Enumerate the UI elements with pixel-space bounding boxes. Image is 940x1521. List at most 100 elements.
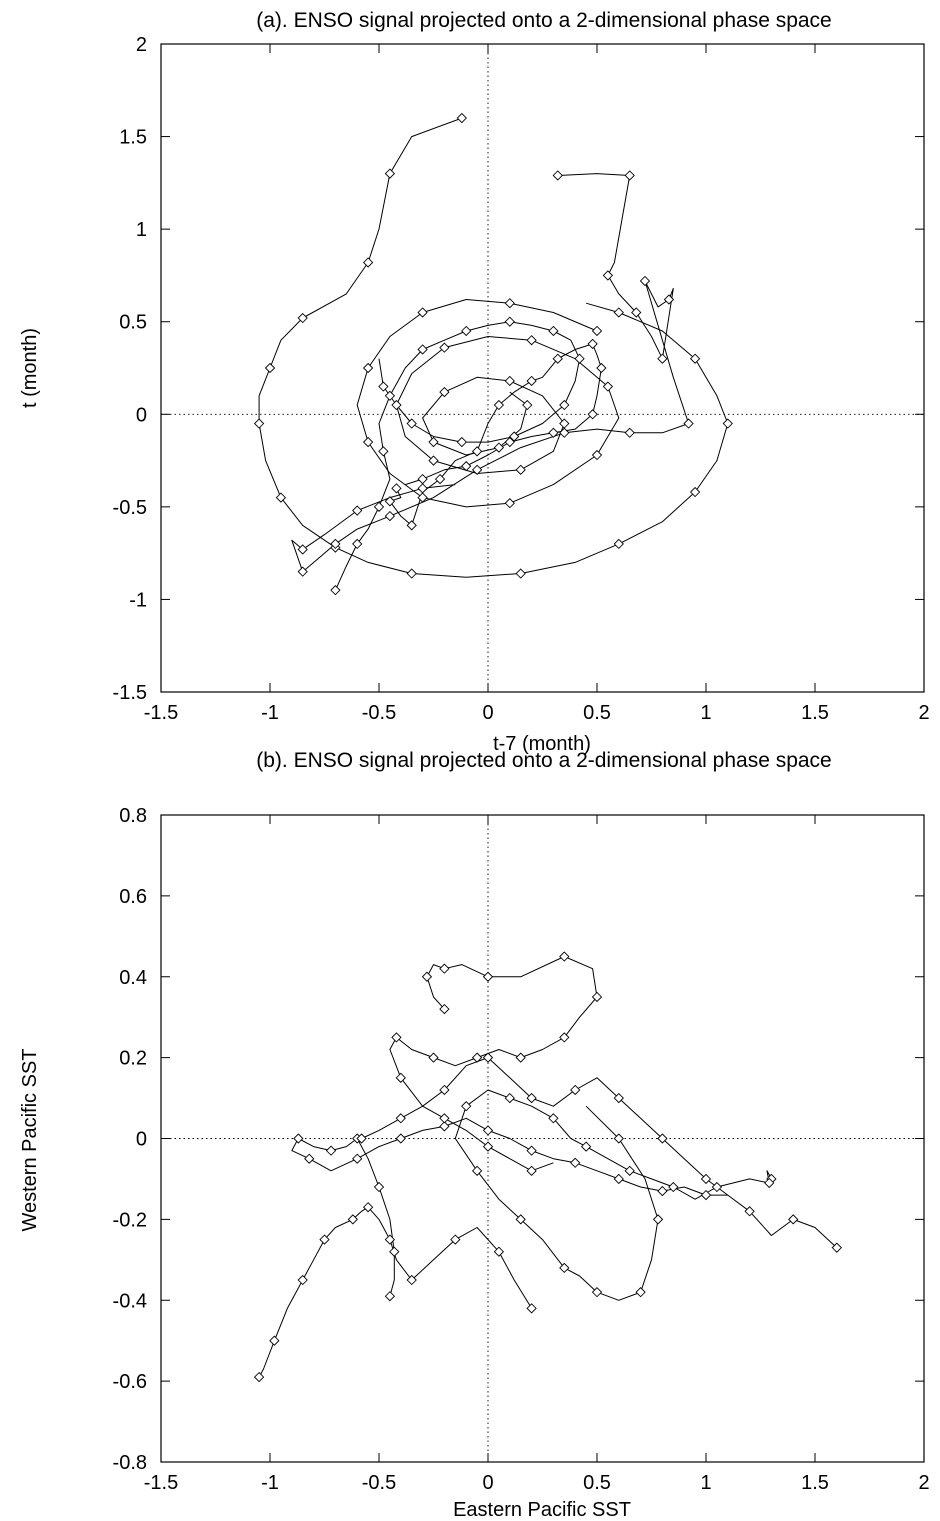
diamond-marker: [613, 307, 624, 318]
series-line-2: [356, 299, 620, 508]
y-tick-label: 1: [136, 219, 147, 241]
diamond-marker: [668, 1181, 679, 1193]
diamond-marker: [504, 498, 515, 509]
plot-frame: [160, 43, 925, 693]
diamond-marker: [391, 1032, 402, 1043]
diamond-marker: [330, 585, 341, 596]
diamond-marker: [362, 257, 374, 268]
diamond-marker: [552, 353, 563, 364]
diamond-marker: [570, 1084, 581, 1096]
zero-lines: [161, 815, 924, 1462]
series-line-1: [258, 1206, 533, 1378]
panel-a: (a). ENSO signal projected onto a 2-dime…: [19, 9, 930, 755]
diamond-marker: [406, 520, 417, 531]
diamond-marker: [482, 1125, 494, 1136]
diamond-marker: [482, 1141, 494, 1152]
diamond-marker: [439, 1121, 450, 1132]
diamond-marker: [352, 538, 363, 550]
diamond-marker: [406, 1274, 417, 1286]
diamond-marker: [330, 538, 341, 550]
diamond-marker: [471, 1052, 483, 1063]
x-tick-label: 2: [918, 1472, 929, 1494]
diamond-marker: [297, 1274, 308, 1286]
ticks: -1.5 -1 -0.5 0 0.5 1 1.5 2 -1.5 -1 -0.5 0 0.5 1 1.5 2: [113, 34, 930, 724]
x-tick-label: -1.5: [144, 1472, 178, 1494]
diamond-marker: [526, 1165, 537, 1176]
diamond-marker: [526, 1092, 537, 1104]
diamond-marker: [689, 486, 701, 498]
series-line-3: [389, 956, 598, 1172]
diamond-marker: [471, 446, 483, 457]
diamond-marker: [548, 427, 559, 438]
diamond-marker: [417, 483, 428, 494]
diamond-marker: [663, 294, 675, 305]
diamond-marker: [624, 427, 635, 438]
series-line-3: [291, 173, 690, 573]
x-tick-label: 1: [700, 702, 711, 724]
y-tick-label: 2: [136, 34, 147, 56]
diamond-marker: [373, 501, 385, 512]
chart-title: (b). ENSO signal projected onto a 2-dime…: [256, 749, 832, 772]
diamond-marker: [395, 1133, 406, 1144]
diamond-marker: [456, 112, 467, 124]
diamond-marker: [384, 168, 396, 179]
diamond-marker: [384, 496, 396, 507]
diamond-marker: [526, 1145, 537, 1156]
diamond-marker: [559, 1262, 570, 1274]
diamond-marker: [526, 375, 537, 387]
diamond-marker: [275, 492, 287, 503]
diamond-marker: [591, 991, 603, 1003]
x-tick-label: -0.5: [362, 1472, 396, 1494]
x-tick-label: 2: [918, 702, 929, 724]
x-tick-label: 1.5: [801, 1472, 829, 1494]
diamond-marker: [570, 1157, 581, 1168]
diamond-marker: [657, 1133, 668, 1144]
diamond-marker: [493, 399, 505, 411]
diamond-marker: [297, 312, 308, 324]
diamond-marker: [722, 418, 733, 429]
diamond-marker: [439, 1113, 450, 1124]
diamond-marker: [559, 951, 570, 962]
diamond-marker: [652, 1214, 664, 1225]
x-tick-label: 1.5: [801, 702, 829, 724]
diamond-marker: [493, 442, 505, 453]
y-tick-label: 0.6: [119, 886, 147, 908]
diamond-marker: [439, 1003, 450, 1015]
x-tick-label: 0.5: [583, 1472, 611, 1494]
y-tick-label: 1.5: [119, 127, 147, 149]
y-tick-label: 0.4: [119, 967, 147, 989]
x-tick-label: 0: [482, 702, 493, 724]
y-tick-label: -0.4: [113, 1290, 147, 1312]
x-tick-label: -1: [261, 702, 279, 724]
diamond-marker: [683, 418, 694, 429]
diamond-marker: [631, 307, 642, 318]
y-tick-label: -0.2: [113, 1209, 147, 1231]
diamond-marker: [504, 1092, 515, 1104]
diamond-marker: [624, 1165, 635, 1176]
diamond-marker: [417, 307, 428, 318]
diamond-marker: [552, 170, 563, 181]
diamond-marker: [362, 362, 374, 374]
diamond-marker: [504, 436, 515, 448]
diamond-marker: [373, 1181, 385, 1193]
diamond-marker: [417, 344, 428, 355]
diamond-marker: [624, 170, 635, 181]
series-line-4: [361, 1057, 838, 1249]
diamond-marker: [434, 473, 446, 485]
panel-b: (b). ENSO signal projected onto a 2-dime…: [19, 749, 930, 1521]
diamond-marker: [711, 1181, 723, 1193]
diamond-marker: [559, 418, 570, 429]
diamond-marker: [389, 1246, 400, 1257]
diamond-marker: [352, 1153, 363, 1164]
diamond-marker: [602, 270, 614, 281]
diamond-marker: [269, 1335, 280, 1346]
diamond-marker: [384, 1234, 396, 1245]
diamond-marker: [700, 1173, 712, 1185]
diamond-marker: [526, 335, 537, 346]
diamond-marker: [831, 1242, 842, 1253]
diamond-marker: [471, 464, 483, 475]
diamond-marker: [297, 566, 308, 577]
ticks: -1.5 -1 -0.5 0 0.5 1 1.5 2 -0.8 -0.6 -0.4 -0.2 0 0.2 0…: [113, 805, 930, 1494]
x-axis-label: t-7 (month): [493, 733, 591, 755]
diamond-marker: [428, 455, 439, 466]
